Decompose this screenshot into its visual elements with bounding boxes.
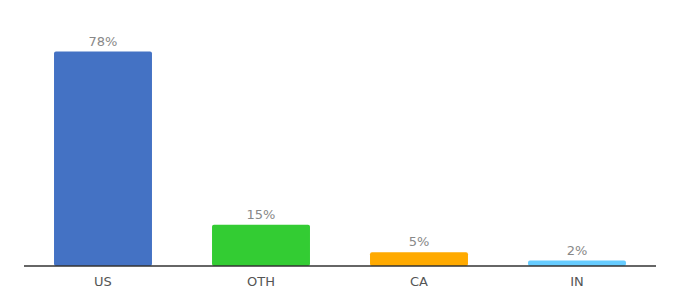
x-tick-label: IN	[570, 274, 584, 289]
chart-container: 78% 15% 5% 2% US OTH CA IN	[0, 0, 680, 300]
x-tick-label: CA	[410, 274, 428, 289]
data-label: 5%	[409, 234, 430, 249]
bar	[54, 52, 152, 267]
data-label: 78%	[89, 34, 118, 49]
x-tick-labels: US OTH CA IN	[94, 274, 584, 289]
x-axis	[24, 265, 656, 267]
bar	[370, 252, 468, 266]
x-tick-label: US	[94, 274, 112, 289]
bars	[54, 52, 626, 267]
data-label: 2%	[567, 243, 588, 258]
bar	[528, 261, 626, 267]
x-tick-label: OTH	[247, 274, 275, 289]
chart: 78% 15% 5% 2% US OTH CA IN	[0, 0, 680, 300]
data-labels: 78% 15% 5% 2%	[89, 34, 588, 258]
data-label: 15%	[247, 207, 276, 222]
bar	[212, 225, 310, 266]
